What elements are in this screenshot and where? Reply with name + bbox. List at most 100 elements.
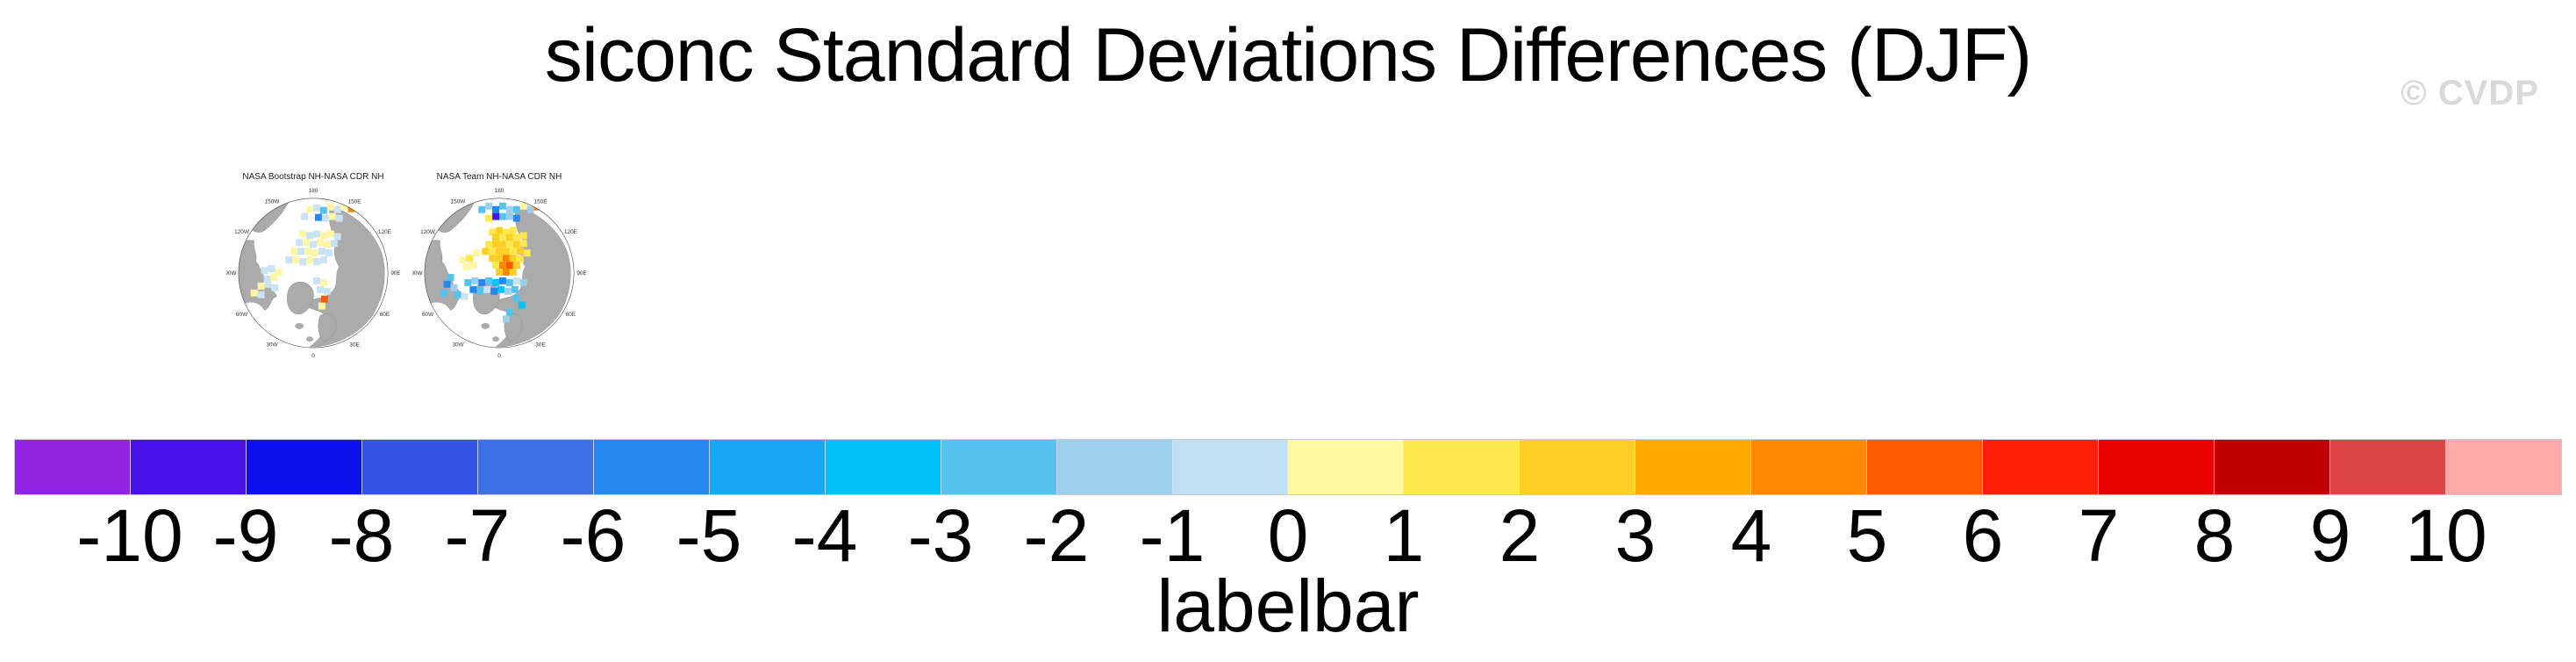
colorbar-tick-label: -1 [1139,494,1206,577]
data-patch [330,240,338,248]
data-patch [485,202,493,210]
lon-label: 30E [535,342,545,348]
data-patch [319,232,327,240]
data-patch [502,269,510,276]
data-patch [297,248,305,255]
data-patch [482,248,490,255]
data-patch [313,277,320,284]
map-panel-team: NASA Team NH-NASA CDR NH 180 150W 120W 90W 6… [412,172,586,358]
data-patch [505,241,513,248]
data-patch [464,278,472,286]
data-patch [505,278,513,286]
data-patch [471,277,479,284]
data-patch [319,256,327,264]
page-title: siconc Standard Deviations Differences (… [544,13,2032,97]
data-patch [505,308,513,316]
colorbar-tick-label: 5 [1846,494,1888,577]
colorbar-cell [1635,440,1752,494]
data-patch [469,285,477,293]
data-patch [497,285,504,293]
data-patch [485,214,493,222]
data-patch [296,239,304,247]
colorbar-tick-label: 1 [1383,494,1425,577]
data-patch [459,256,467,264]
data-patch [462,263,470,270]
lon-label: 60E [380,312,390,318]
data-patch [285,256,293,264]
data-patch [499,212,506,220]
data-patch [492,241,499,248]
lon-label: 180 [495,188,504,194]
colorbar-cell [593,440,710,494]
polar-map-team: 180 150W 120W 90W 60W 30W 0 30E 60E 90E 120E 150E [412,188,586,358]
data-patch [304,248,312,255]
data-patch [257,282,265,290]
colorbar-cell [1867,440,1984,494]
data-patch [502,255,510,263]
data-patch [450,284,458,291]
colorbar-tick-label: 3 [1614,494,1657,577]
map-title: NASA Bootstrap NH-NASA CDR NH [242,172,384,182]
data-patch [519,232,527,240]
data-patch [490,287,498,295]
data-patch [516,255,524,263]
landmass-group [238,200,385,348]
data-patch [526,205,534,213]
lon-label: 60W [236,312,248,318]
data-patch [505,212,513,220]
colorbar-tick-label: 10 [2405,494,2487,577]
data-patch [303,239,311,247]
data-patch [306,232,313,240]
map-panels: NASA Bootstrap NH-NASA CDR NH 180 150W 120… [226,172,586,358]
lon-label: 90W [226,270,237,277]
data-patch [518,301,526,309]
landmass [287,281,314,315]
data-patch [519,240,527,248]
data-patch [311,249,318,257]
data-patch [313,204,320,212]
data-patch [496,269,503,276]
data-patch [323,287,331,295]
data-patch [505,234,513,241]
landmass [492,336,499,342]
data-patch [478,205,486,213]
data-patch [314,213,322,221]
data-patch [492,278,499,286]
colorbar-tick-label: -6 [560,494,626,577]
map-outline [238,198,389,349]
colorbar-cell [941,440,1057,494]
data-patch [485,277,493,284]
colorbar-cell [361,440,478,494]
data-patch [250,289,258,297]
data-patch [292,256,300,264]
data-patch [299,230,307,238]
data-patch [271,284,279,291]
lon-label: 150W [265,199,281,205]
colorbar-cell [2215,440,2331,494]
colorbar-tick-labels: -10 -9 -8 -7 -6 -5 -4 -3 -2 -1 0 1 2 3 4 5 6 7 8 9 10 [0,494,2576,577]
data-patch [512,241,520,248]
data-patch [261,267,268,274]
data-patch [489,255,497,263]
colorbar-tick-label: 9 [2309,494,2351,577]
data-patch [509,255,517,263]
colorbar-tick-label: -3 [907,494,974,577]
data-patch [326,203,334,211]
colorbar-cell [1983,440,2100,494]
colorbar-cell [1172,440,1289,494]
lon-label: 150E [348,199,361,205]
map-outline [424,198,575,349]
data-patch [318,248,326,255]
data-patch [306,205,313,213]
colorbar-tick-label: -8 [328,494,395,577]
lon-label: 90E [576,270,586,277]
data-patch [509,248,517,255]
data-patch [318,302,326,310]
data-patch [301,212,309,220]
colorbar-cell [1520,440,1636,494]
data-patch [473,249,481,257]
lon-label: 150E [534,199,547,205]
data-patch [502,315,510,323]
data-patch [257,291,265,299]
